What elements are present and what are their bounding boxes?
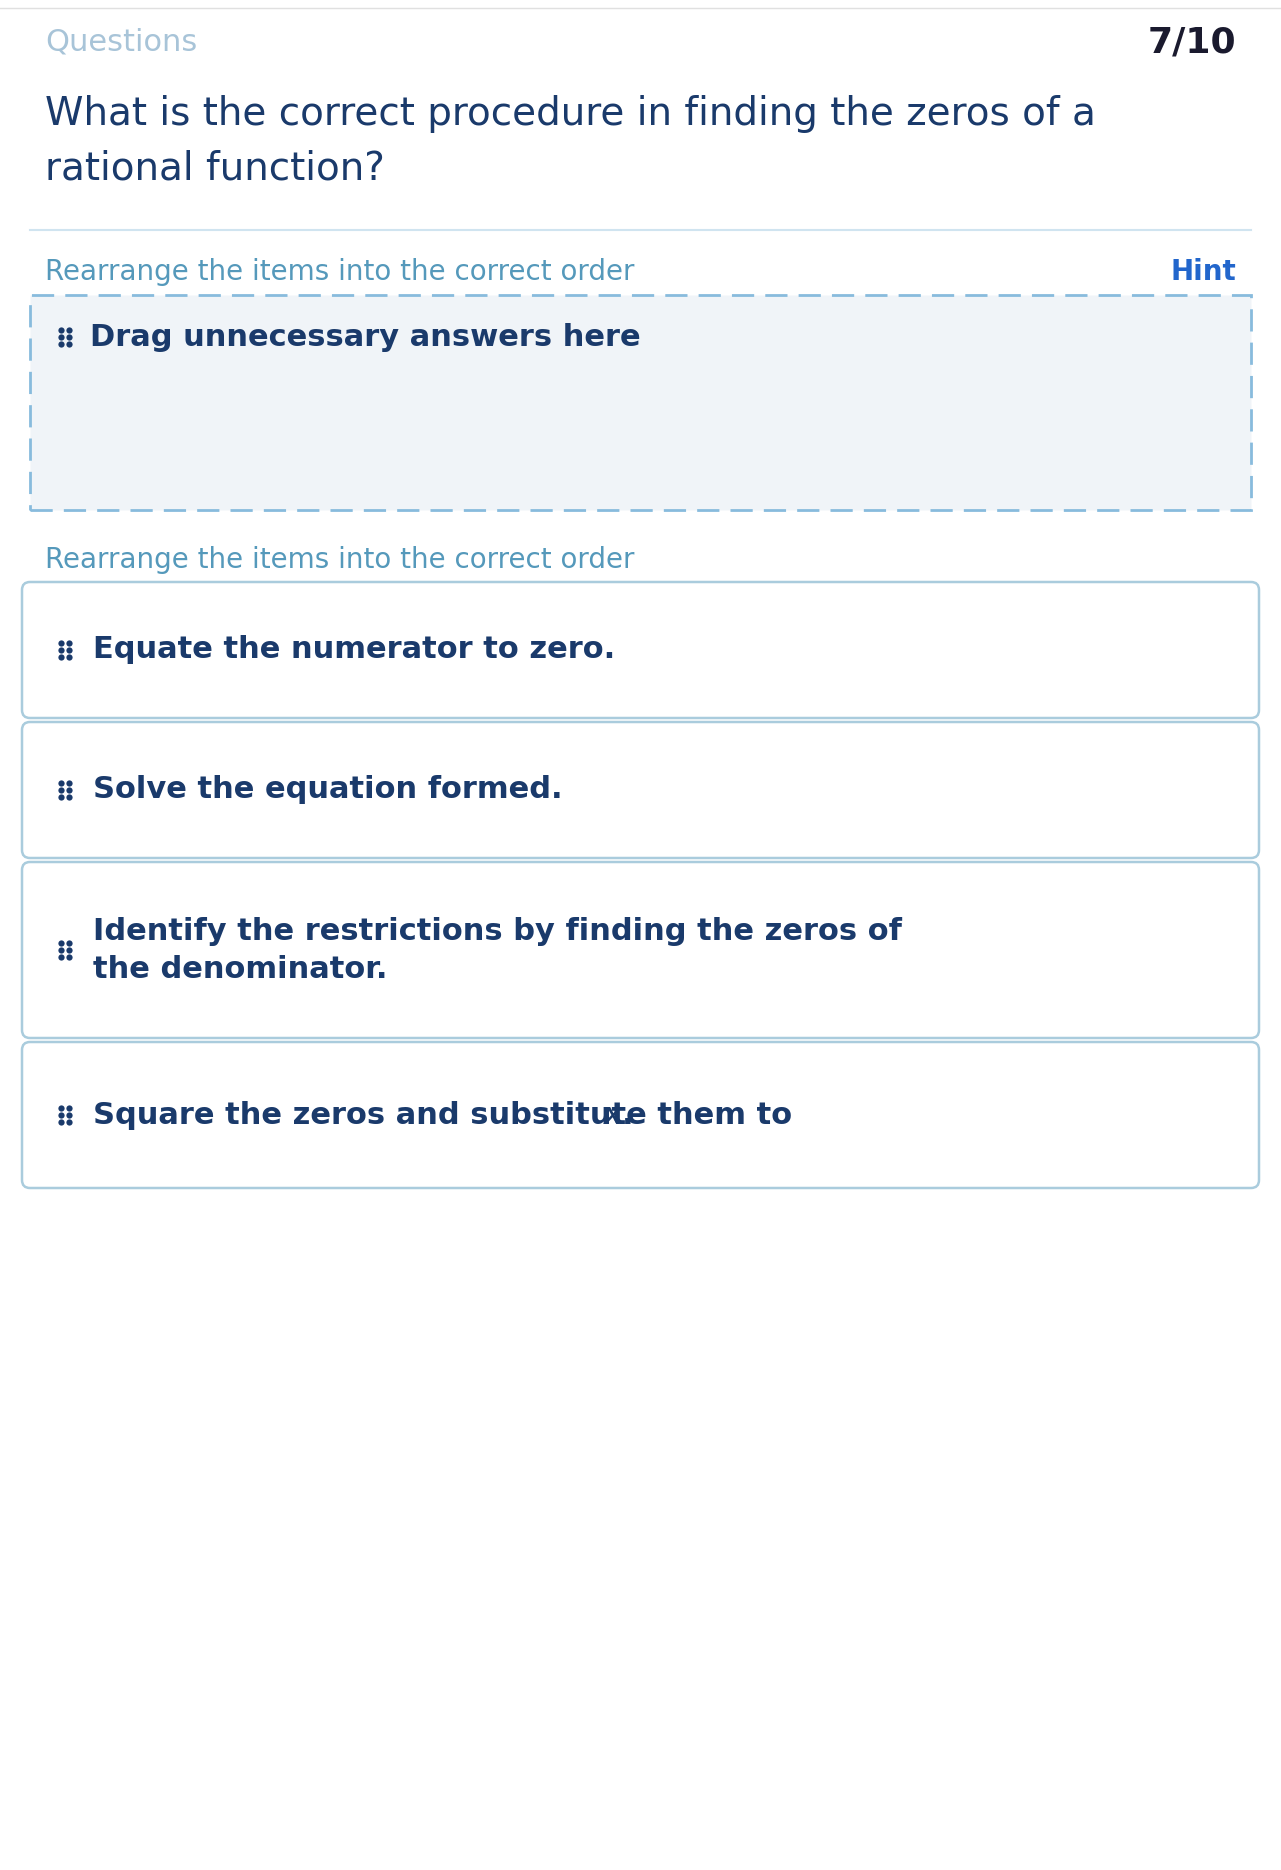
FancyBboxPatch shape xyxy=(22,1042,1259,1187)
Text: Equate the numerator to zero.: Equate the numerator to zero. xyxy=(94,636,615,664)
Text: Questions: Questions xyxy=(45,28,197,56)
Text: Rearrange the items into the correct order: Rearrange the items into the correct ord… xyxy=(45,546,634,574)
Text: Drag unnecessary answers here: Drag unnecessary answers here xyxy=(90,322,640,352)
Text: Hint: Hint xyxy=(1171,258,1236,286)
Text: Solve the equation formed.: Solve the equation formed. xyxy=(94,776,562,804)
FancyBboxPatch shape xyxy=(22,582,1259,718)
Text: Square the zeros and substitute them to: Square the zeros and substitute them to xyxy=(94,1101,803,1129)
Text: What is the correct procedure in finding the zeros of a: What is the correct procedure in finding… xyxy=(45,95,1095,133)
Text: the denominator.: the denominator. xyxy=(94,954,387,984)
Text: 7/10: 7/10 xyxy=(1148,24,1236,60)
FancyBboxPatch shape xyxy=(22,722,1259,858)
FancyBboxPatch shape xyxy=(22,862,1259,1038)
Text: $\mathit{x}$.: $\mathit{x}$. xyxy=(603,1101,633,1129)
Bar xyxy=(29,295,1252,511)
Text: rational function?: rational function? xyxy=(45,150,384,189)
Text: Identify the restrictions by finding the zeros of: Identify the restrictions by finding the… xyxy=(94,916,902,946)
Text: Rearrange the items into the correct order: Rearrange the items into the correct ord… xyxy=(45,258,634,286)
